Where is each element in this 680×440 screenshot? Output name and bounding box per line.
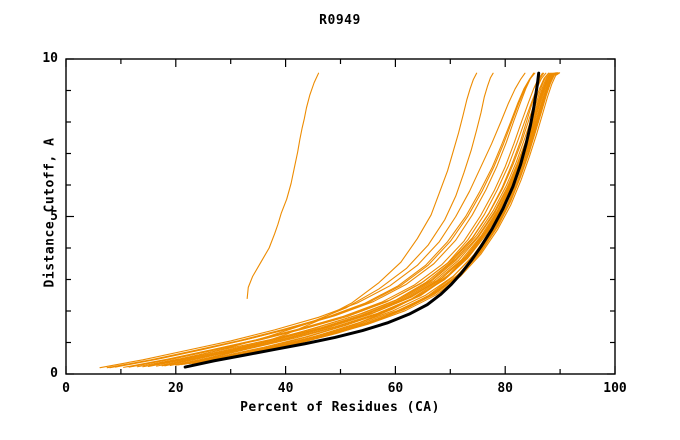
model-curve (123, 72, 544, 368)
reference-curve (183, 71, 541, 369)
x-tick-label: 60 (387, 381, 404, 396)
model-curve (147, 72, 552, 367)
model-curve (197, 72, 557, 364)
y-tick-label: 0 (50, 366, 58, 381)
x-tick-label: 40 (277, 381, 294, 396)
model-curve (106, 72, 535, 369)
model-curve (128, 72, 547, 368)
chart-title: R0949 (319, 13, 361, 28)
x-tick-label: 0 (62, 381, 70, 396)
x-axis-label: Percent of Residues (CA) (240, 400, 440, 415)
model-curve (210, 72, 556, 362)
model-curve (186, 72, 478, 364)
x-tick-label: 80 (497, 381, 514, 396)
x-tick-label: 20 (167, 381, 184, 396)
model-curve (246, 72, 320, 299)
model-curve (99, 72, 526, 369)
y-tick-label: 5 (50, 208, 58, 224)
y-tick-label: 10 (42, 51, 58, 66)
series-group (99, 71, 561, 369)
model-curve (109, 72, 536, 369)
x-tick-label: 100 (603, 381, 627, 396)
model-curve (188, 72, 561, 365)
